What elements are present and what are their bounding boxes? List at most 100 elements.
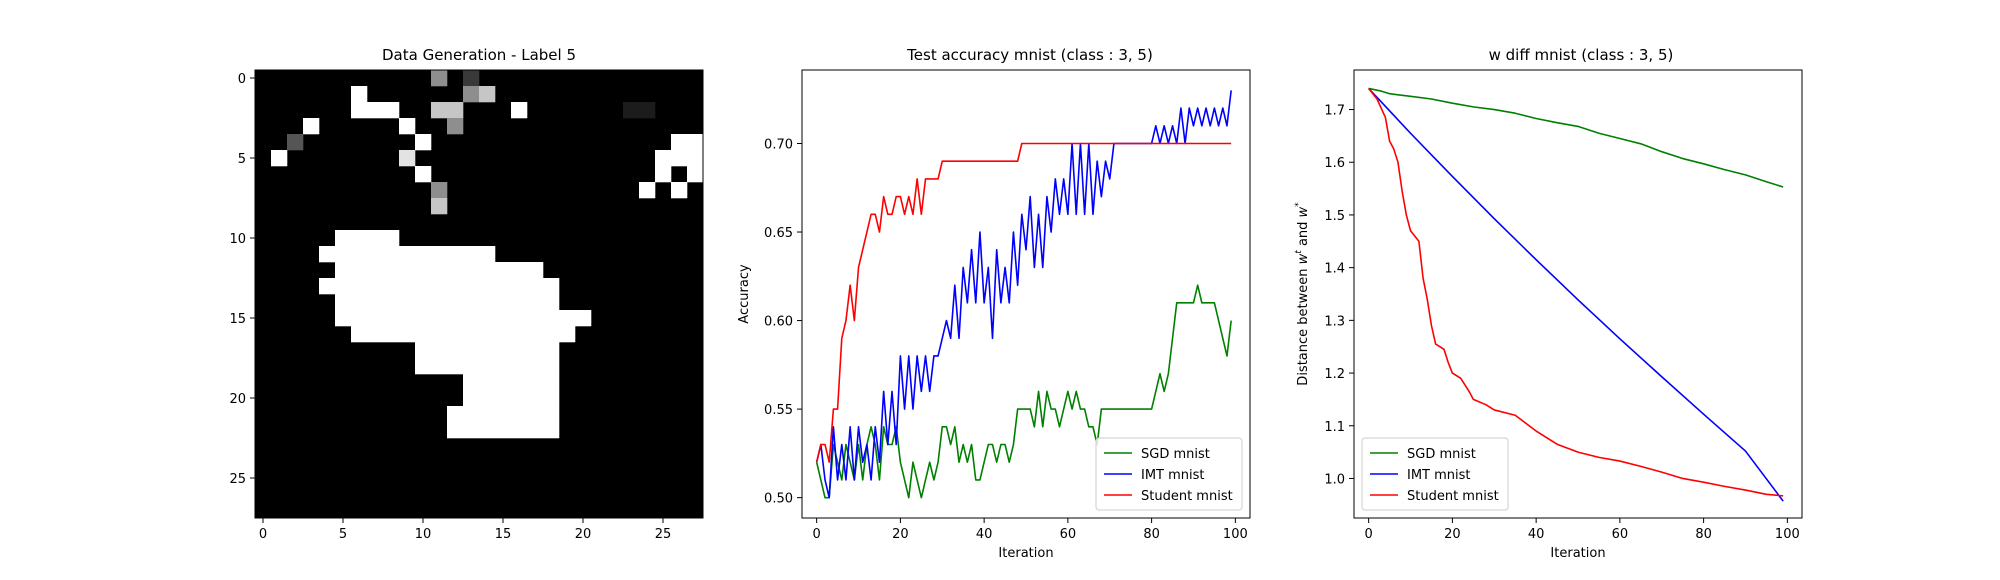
heatmap-cell bbox=[559, 326, 576, 343]
acc-x-tick-label: 0 bbox=[813, 527, 821, 542]
wd-legend-label-0: SGD mnist bbox=[1407, 447, 1476, 462]
heatmap-cell bbox=[415, 294, 432, 311]
heatmap-cell bbox=[511, 262, 528, 279]
heatmap-cell bbox=[335, 230, 352, 247]
heatmap-cell bbox=[479, 310, 496, 327]
wd-y-tick-label: 1.5 bbox=[1324, 209, 1345, 224]
wdiff-ylabel-w1: w bbox=[1296, 253, 1311, 264]
heatmap-x-tick-label: 20 bbox=[575, 527, 592, 542]
wdiff-y-ticks: 1.0 1.1 1.2 1.3 1.4 1.5 1.6 1.7 bbox=[1324, 104, 1354, 487]
heatmap-cell bbox=[527, 406, 544, 423]
heatmap-cell bbox=[431, 246, 448, 263]
accuracy-xlabel: Iteration bbox=[998, 546, 1053, 561]
wdiff-x-ticks: 0 20 40 60 80 100 bbox=[1365, 518, 1800, 542]
heatmap-panel: Data Generation - Label 5 0 5 10 15 20 25 0 5 1… bbox=[229, 46, 704, 542]
heatmap-cell bbox=[383, 294, 400, 311]
heatmap-cell bbox=[543, 294, 560, 311]
heatmap-cell bbox=[415, 310, 432, 327]
heatmap-cell bbox=[463, 390, 480, 407]
accuracy-legend: SGD mnist IMT mnist Student mnist bbox=[1095, 437, 1243, 511]
heatmap-cell bbox=[511, 342, 528, 359]
heatmap-cell bbox=[351, 278, 368, 295]
heatmap-cell bbox=[543, 406, 560, 423]
heatmap-x-tick-label: 10 bbox=[415, 527, 432, 542]
heatmap-x-tick-label: 15 bbox=[495, 527, 512, 542]
heatmap-cell bbox=[463, 310, 480, 327]
heatmap-cell bbox=[431, 70, 448, 87]
heatmap-cell bbox=[671, 150, 688, 167]
accuracy-frame bbox=[801, 69, 1251, 519]
heatmap-cell bbox=[495, 358, 512, 375]
heatmap-cell bbox=[431, 294, 448, 311]
wd-x-tick-label: 20 bbox=[1444, 527, 1461, 542]
heatmap-cell bbox=[367, 246, 384, 263]
acc-x-tick-label: 100 bbox=[1223, 527, 1248, 542]
heatmap-cell bbox=[479, 374, 496, 391]
heatmap-cell bbox=[495, 390, 512, 407]
acc-y-tick-label: 0.70 bbox=[764, 137, 793, 152]
heatmap-cell bbox=[383, 310, 400, 327]
heatmap-cell bbox=[687, 134, 704, 151]
wdiff-ylabel-w2: w bbox=[1296, 206, 1311, 217]
acc-x-tick-label: 20 bbox=[892, 527, 909, 542]
heatmap-cell bbox=[543, 422, 560, 439]
heatmap-cell bbox=[495, 326, 512, 343]
heatmap-cell bbox=[447, 358, 464, 375]
heatmap-cell bbox=[335, 262, 352, 279]
wd-y-tick-label: 1.3 bbox=[1324, 314, 1345, 329]
heatmap-cell bbox=[687, 166, 704, 183]
heatmap-x-tick-label: 5 bbox=[339, 527, 347, 542]
heatmap-cell bbox=[399, 118, 416, 135]
heatmap-y-tick-label: 0 bbox=[238, 72, 246, 87]
heatmap-cell bbox=[351, 102, 368, 119]
wd-y-tick-label: 1.1 bbox=[1324, 420, 1345, 435]
heatmap-cell bbox=[351, 86, 368, 103]
heatmap-cell bbox=[431, 262, 448, 279]
heatmap-cell bbox=[415, 246, 432, 263]
wdiff-frame bbox=[1353, 69, 1803, 519]
heatmap-cell bbox=[527, 342, 544, 359]
wd-legend-label-1: IMT mnist bbox=[1407, 468, 1471, 483]
heatmap-cell bbox=[463, 358, 480, 375]
heatmap-cell bbox=[479, 246, 496, 263]
acc-series-line-0 bbox=[815, 284, 1232, 499]
heatmap-cell bbox=[351, 246, 368, 263]
heatmap-cell bbox=[463, 86, 480, 103]
heatmap-cell bbox=[479, 294, 496, 311]
heatmap-cell bbox=[511, 102, 528, 119]
acc-x-tick-label: 40 bbox=[976, 527, 993, 542]
wd-series-line-2 bbox=[1368, 87, 1784, 497]
heatmap-cell bbox=[431, 182, 448, 199]
heatmap-cell bbox=[415, 262, 432, 279]
wd-series-line-1 bbox=[1368, 87, 1784, 502]
heatmap-cell bbox=[431, 198, 448, 215]
wd-x-tick-label: 60 bbox=[1612, 527, 1629, 542]
heatmap-cell bbox=[399, 294, 416, 311]
heatmap-cell bbox=[527, 422, 544, 439]
heatmap-cell bbox=[511, 310, 528, 327]
heatmap-cell bbox=[335, 310, 352, 327]
heatmap-cell bbox=[463, 374, 480, 391]
heatmap-cell bbox=[447, 326, 464, 343]
wdiff-panel: w diff mnist (class : 3, 5) 0 20 40 60 80 100… bbox=[1294, 46, 1803, 561]
heatmap-cell bbox=[527, 310, 544, 327]
heatmap-cell bbox=[431, 326, 448, 343]
heatmap-cell bbox=[687, 150, 704, 167]
heatmap-cell bbox=[415, 358, 432, 375]
heatmap-cell bbox=[399, 326, 416, 343]
wdiff-ylabel: Distance between wt and w* bbox=[1294, 202, 1311, 386]
heatmap-cell bbox=[351, 230, 368, 247]
heatmap-cell bbox=[463, 326, 480, 343]
heatmap-y-tick-label: 20 bbox=[229, 392, 246, 407]
heatmap-cell bbox=[447, 310, 464, 327]
heatmap-cell bbox=[447, 118, 464, 135]
heatmap-cell bbox=[479, 422, 496, 439]
wdiff-legend: SGD mnist IMT mnist Student mnist bbox=[1361, 437, 1509, 511]
wd-legend-box bbox=[1361, 437, 1509, 511]
wd-x-tick-label: 80 bbox=[1695, 527, 1712, 542]
heatmap-cell bbox=[415, 134, 432, 151]
heatmap-cell bbox=[527, 294, 544, 311]
heatmap-y-tick-label: 10 bbox=[229, 232, 246, 247]
heatmap-cell bbox=[367, 310, 384, 327]
acc-legend-label-1: IMT mnist bbox=[1141, 468, 1205, 483]
